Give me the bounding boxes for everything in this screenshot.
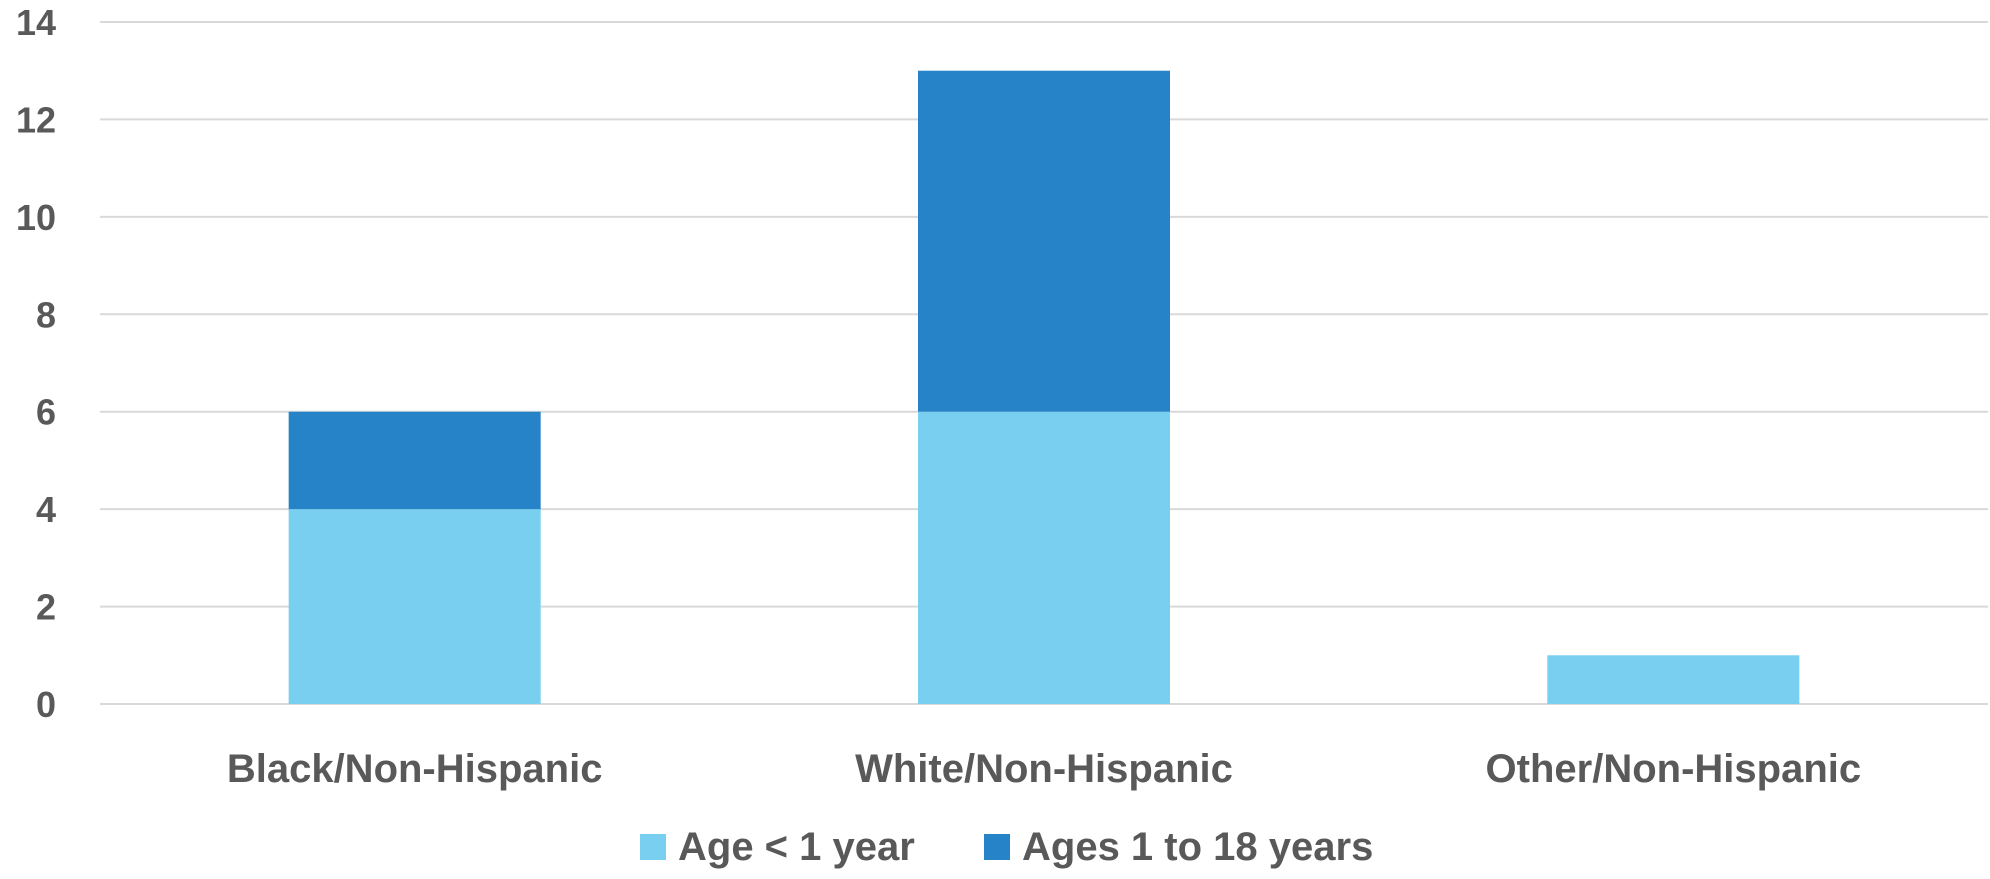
bar-segment bbox=[918, 411, 1170, 704]
legend: Age < 1 year Ages 1 to 18 years bbox=[640, 825, 1373, 869]
legend-label: Ages 1 to 18 years bbox=[1022, 825, 1373, 869]
legend-label: Age < 1 year bbox=[678, 825, 915, 869]
x-axis-categories: Black/Non-Hispanic White/Non-Hispanic Othe… bbox=[227, 747, 1861, 791]
bar-segment bbox=[1547, 655, 1800, 704]
y-axis-ticks: 0 2 4 6 8 10 12 14 bbox=[16, 2, 56, 725]
y-tick-label: 10 bbox=[16, 197, 56, 238]
y-tick-label: 4 bbox=[36, 489, 56, 530]
legend-swatch bbox=[984, 834, 1010, 860]
y-tick-label: 2 bbox=[36, 587, 56, 628]
y-tick-label: 0 bbox=[36, 684, 56, 725]
x-category-label: Other/Non-Hispanic bbox=[1486, 747, 1862, 791]
x-category-label: Black/Non-Hispanic bbox=[227, 747, 603, 791]
bar-segment bbox=[918, 70, 1170, 412]
bar-segment bbox=[288, 509, 541, 704]
y-tick-label: 12 bbox=[16, 99, 56, 140]
y-tick-label: 6 bbox=[36, 392, 56, 433]
bars bbox=[288, 70, 1800, 704]
y-tick-label: 8 bbox=[36, 294, 56, 335]
y-tick-label: 14 bbox=[16, 2, 56, 43]
x-category-label: White/Non-Hispanic bbox=[855, 747, 1233, 791]
legend-swatch bbox=[640, 834, 666, 860]
bar-segment bbox=[288, 411, 541, 510]
